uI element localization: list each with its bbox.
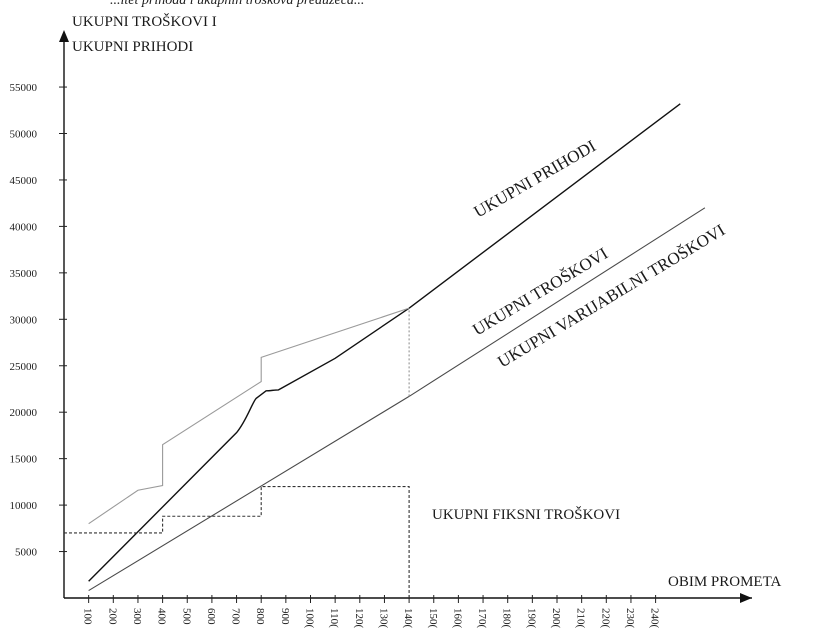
x-tick-label: 120( [353,608,365,629]
x-tick-label: 200( [550,608,562,629]
x-tick-label: 150( [427,608,439,629]
x-tick-label: 400 [156,608,168,625]
series-ukupni-prihodi [88,103,681,582]
x-tick-label: 110( [328,608,340,628]
x-tick-label: 900 [279,608,291,625]
series-fiksni-troskovi [64,485,410,598]
series-varijabilni-troskovi [88,207,706,592]
caption-fragment: ...itet prihoda i ukupnih troškova predu… [110,0,365,8]
y-tick-label: 20000 [10,407,38,419]
x-tick-label: 190( [525,608,537,629]
series-ukupni-troskovi [88,307,410,525]
x-tick-label: 500 [180,608,192,625]
x-tick-label: 220( [599,608,611,629]
y-axis-title-line-1: UKUPNI TROŠKOVI I [72,13,217,30]
x-tick-label: 600 [205,608,217,625]
x-tick-label: 160( [451,608,463,629]
x-tick-label: 100( [304,608,316,629]
x-tick-label: 100 [82,608,94,625]
y-tick-label: 5000 [15,547,38,559]
label-ukupni-troskovi: UKUPNI TROŠKOVI [469,244,611,340]
x-tick-label: 300 [131,608,143,625]
y-tick-label: 50000 [10,129,38,141]
x-axis-title: OBIM PROMETA [668,574,782,590]
x-axis-arrow [740,593,752,603]
y-tick-label: 55000 [10,82,38,94]
y-tick-label: 25000 [10,361,38,373]
axes-group: 5000 10000 15000 20000 25000 30000 35000 40000 4… [10,13,782,629]
x-tick-label: 200 [106,608,118,625]
y-axis-arrow [59,30,69,42]
y-tick-label: 10000 [10,500,38,512]
y-tick-label: 45000 [10,175,38,187]
y-tick-label: 35000 [10,268,38,280]
x-tick-label: 700 [230,608,242,625]
y-axis-title-line-2: UKUPNI PRIHODI [72,39,193,55]
y-tick-label: 30000 [10,314,38,326]
x-tick-label: 140( [402,608,414,629]
x-tick-label: 240( [649,608,661,629]
x-tick-label: 180( [501,608,513,629]
x-tick-label: 170( [476,608,488,629]
series-group [64,103,706,598]
label-fiksni-troskovi: UKUPNI FIKSNI TROŠKOVI [432,506,620,523]
y-tick-label: 40000 [10,221,38,233]
x-tick-label: 130( [377,608,389,629]
x-tick-label: 800 [254,608,266,625]
x-tick-label: 210( [575,608,587,629]
y-tick-label: 15000 [10,454,38,466]
x-tick-label: 230( [624,608,636,629]
